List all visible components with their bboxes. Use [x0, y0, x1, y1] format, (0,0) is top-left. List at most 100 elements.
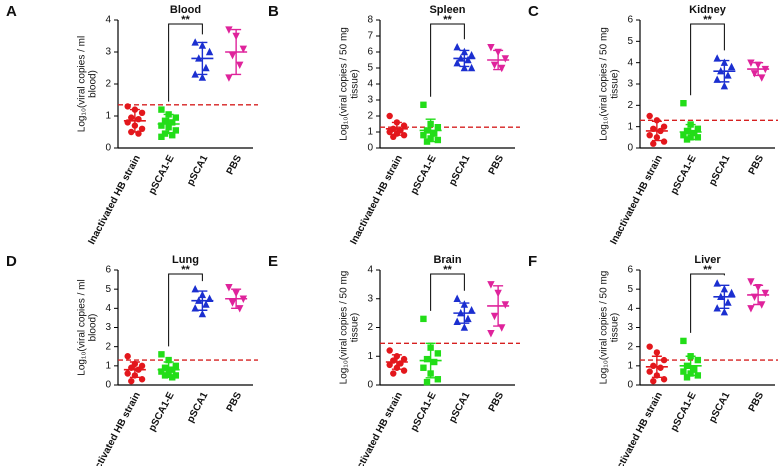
y-tick-label: 4: [627, 303, 633, 314]
x-tick-label: Inactivated HB strain: [348, 390, 404, 466]
data-point: [434, 376, 442, 383]
data-point: [158, 106, 165, 113]
x-tick-label: pSCA1-E: [409, 153, 439, 196]
data-point: [158, 122, 165, 129]
data-point: [158, 133, 165, 140]
data-point: [713, 304, 721, 312]
significance-label: **: [443, 14, 452, 26]
data-point: [431, 130, 438, 137]
y-axis-label: Log₁₀(viral copies / ml: [77, 36, 88, 132]
data-point: [128, 377, 135, 385]
data-point: [138, 109, 146, 117]
data-point: [713, 75, 721, 83]
data-point: [423, 355, 431, 363]
error-bar: [391, 121, 402, 136]
data-point: [225, 284, 233, 292]
data-point: [680, 368, 687, 375]
panel-title: Spleen: [429, 4, 465, 16]
y-tick-label: 7: [367, 31, 373, 42]
panel-title: Liver: [694, 254, 721, 266]
y-tick-label: 6: [627, 15, 633, 26]
x-tick-label: PBS: [487, 153, 507, 177]
y-tick-label: 6: [105, 265, 111, 276]
data-point: [172, 127, 180, 134]
y-tick-label: 4: [105, 303, 111, 314]
y-tick-label: 2: [627, 100, 633, 111]
x-tick-label: PBS: [747, 390, 767, 414]
panel-letter: B: [268, 3, 279, 20]
y-tick-label: 3: [367, 95, 373, 106]
data-point: [124, 103, 131, 110]
y-axis-label: blood): [88, 314, 99, 342]
data-point: [680, 132, 687, 139]
x-tick-label: pSCA1-E: [409, 390, 439, 433]
data-point: [239, 45, 248, 53]
data-point: [138, 125, 146, 132]
significance-label: **: [703, 14, 712, 26]
y-axis-label: tissue): [610, 313, 621, 342]
data-point: [453, 59, 461, 67]
data-point: [172, 362, 180, 370]
data-point: [400, 122, 408, 129]
data-point: [169, 119, 176, 126]
error-bar: [753, 284, 764, 306]
data-point: [191, 38, 199, 46]
error-bar: [719, 59, 730, 83]
y-tick-label: 4: [105, 15, 111, 26]
y-tick-label: 0: [367, 380, 373, 391]
data-point: [202, 63, 210, 72]
data-point: [460, 63, 469, 72]
x-tick-label: PBS: [487, 390, 507, 414]
error-bar: [459, 302, 470, 324]
data-point: [420, 364, 427, 371]
data-point: [453, 43, 461, 51]
y-tick-label: 8: [367, 15, 373, 26]
error-bar: [493, 49, 504, 71]
data-point: [761, 289, 770, 298]
y-tick-label: 4: [367, 79, 373, 90]
data-point: [124, 370, 131, 377]
x-tick-label: Inactivated HB strain: [86, 390, 142, 466]
data-point: [464, 55, 472, 64]
panel-letter: A: [6, 3, 17, 20]
data-point: [386, 128, 393, 136]
data-point: [501, 301, 510, 309]
y-axis-label: tissue): [350, 69, 361, 98]
y-tick-label: 6: [367, 47, 373, 58]
data-point: [453, 294, 461, 302]
y-tick-label: 3: [105, 47, 111, 58]
x-tick-label: pSCA1-E: [147, 390, 177, 433]
data-point: [158, 351, 165, 358]
y-tick-label: 0: [627, 380, 633, 391]
y-tick-label: 2: [627, 341, 633, 352]
y-tick-label: 0: [105, 143, 111, 154]
data-point: [386, 361, 393, 369]
error-bar: [163, 113, 174, 135]
data-point: [720, 307, 729, 316]
data-point: [228, 52, 237, 60]
error-bar: [231, 28, 242, 76]
data-point: [498, 64, 506, 73]
data-point: [386, 112, 393, 120]
data-point: [490, 312, 499, 321]
data-point: [172, 372, 180, 379]
x-tick-label: PBS: [225, 153, 245, 177]
data-point: [198, 309, 207, 318]
error-bar: [197, 290, 208, 311]
y-tick-label: 2: [367, 322, 373, 333]
y-axis-label: blood): [88, 70, 99, 98]
y-tick-label: 1: [367, 127, 373, 138]
panel-letter: D: [6, 253, 17, 270]
y-tick-label: 5: [627, 284, 633, 295]
y-axis-label: Log₁₀(viral copies / 50 mg: [599, 27, 610, 141]
y-tick-label: 0: [367, 143, 373, 154]
significance-label: **: [443, 264, 452, 276]
data-point: [680, 337, 687, 345]
data-point: [228, 299, 237, 307]
y-tick-label: 2: [105, 79, 111, 90]
panel-title: Lung: [172, 254, 199, 266]
panel-letter: E: [268, 253, 278, 270]
y-tick-label: 1: [105, 360, 111, 371]
data-point: [683, 127, 691, 135]
data-point: [165, 356, 172, 364]
